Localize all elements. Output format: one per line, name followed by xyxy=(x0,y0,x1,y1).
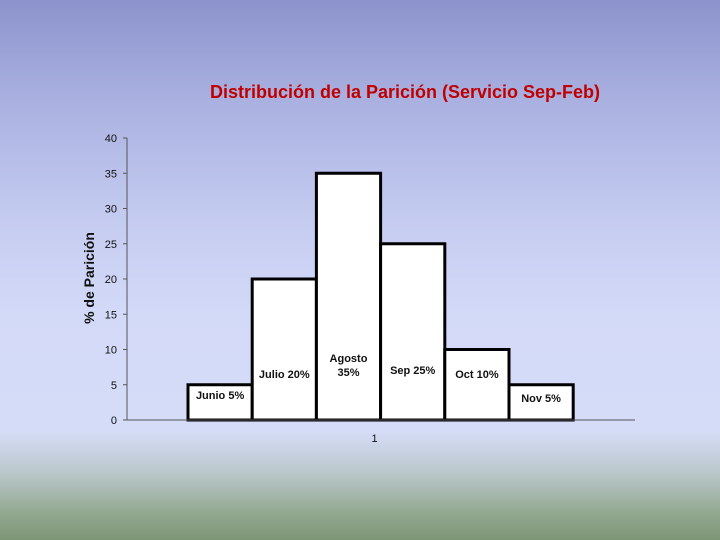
y-tick-label: 15 xyxy=(105,309,117,321)
data-label-agosto: Agosto xyxy=(330,353,368,365)
bar-sep xyxy=(379,242,447,422)
bar-julio xyxy=(250,277,318,422)
y-tick-label: 25 xyxy=(105,239,117,251)
data-label-oct: Oct 10% xyxy=(455,369,499,381)
bar-nov xyxy=(507,383,575,422)
bar-labels-group: Junio 5% Julio 20% Agosto 35% Sep 25% Oct 10%… xyxy=(196,353,561,405)
data-label-sep: Sep 25% xyxy=(390,365,435,377)
data-label-agosto: 35% xyxy=(337,367,359,379)
y-tick-label: 0 xyxy=(111,415,117,427)
y-tick-label: 20 xyxy=(105,274,117,286)
bar-agosto xyxy=(314,171,383,422)
data-label-nov: Nov 5% xyxy=(521,393,561,405)
y-axis-label: % de Parición xyxy=(81,232,97,324)
data-label-julio: Julio 20% xyxy=(259,369,310,381)
data-label-junio: Junio 5% xyxy=(196,390,245,402)
bars-group xyxy=(186,171,575,422)
bar-oct xyxy=(443,348,511,422)
chart-title: Distribución de la Parición (Servicio Se… xyxy=(209,82,601,102)
y-tick-label: 35 xyxy=(105,168,117,180)
y-tick-label: 10 xyxy=(105,345,117,357)
bar-junio xyxy=(186,383,254,422)
y-tick-label: 30 xyxy=(105,204,117,216)
y-tick-label: 5 xyxy=(111,380,117,392)
y-axis-ticks: 0 5 10 15 20 25 30 35 40 xyxy=(105,133,127,427)
y-tick-label: 40 xyxy=(105,133,117,145)
x-tick-label: 1 xyxy=(372,433,378,445)
